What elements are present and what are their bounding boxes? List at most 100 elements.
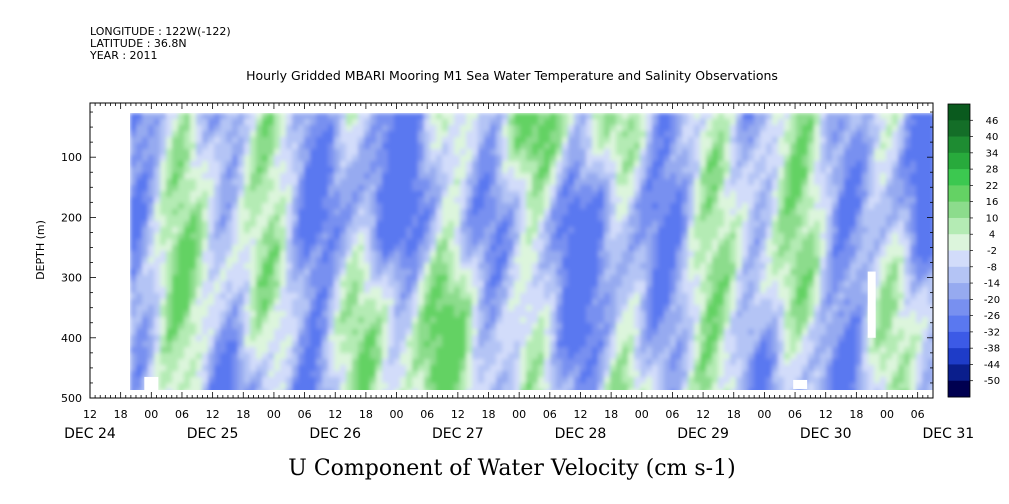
heat-cell: [304, 251, 311, 258]
heat-cell: [634, 365, 641, 372]
heat-cell: [604, 239, 611, 246]
heat-cell: [496, 305, 503, 312]
heat-cell: [370, 275, 377, 282]
heat-cell: [490, 131, 497, 138]
heat-cell: [178, 305, 185, 312]
heat-cell: [316, 149, 323, 156]
heat-cell: [388, 209, 395, 216]
heat-cell: [622, 137, 629, 144]
heat-cell: [424, 287, 431, 294]
heat-cell: [436, 131, 443, 138]
heat-cell: [208, 389, 215, 390]
heat-cell: [250, 305, 257, 312]
heat-cell: [610, 257, 617, 264]
heat-cell: [586, 149, 593, 156]
heat-cell: [286, 335, 293, 342]
heat-cell: [454, 353, 461, 360]
heat-cell: [574, 377, 581, 384]
heat-cell: [268, 353, 275, 360]
heat-cell: [406, 317, 413, 324]
heat-cell: [490, 215, 497, 222]
heat-cell: [352, 197, 359, 204]
heat-cell: [538, 155, 545, 162]
heat-cell: [736, 137, 743, 144]
heat-cell: [670, 305, 677, 312]
heat-cell: [286, 383, 293, 390]
heat-cell: [328, 113, 335, 120]
heat-cell: [724, 197, 731, 204]
heat-cell: [370, 263, 377, 270]
heat-cell: [574, 245, 581, 252]
heat-cell: [334, 389, 341, 390]
heat-cell: [628, 167, 635, 174]
heat-cell: [424, 305, 431, 312]
heat-cell: [586, 347, 593, 354]
heat-cell: [724, 329, 731, 336]
heat-cell: [550, 155, 557, 162]
heat-cell: [268, 305, 275, 312]
heat-cell: [136, 293, 143, 300]
heat-cell: [268, 263, 275, 270]
heat-cell: [514, 263, 521, 270]
heat-cell: [604, 353, 611, 360]
heat-cell: [634, 155, 641, 162]
heat-cell: [310, 179, 317, 186]
heat-cell: [130, 173, 137, 180]
heat-cell: [136, 113, 143, 120]
heat-cell: [130, 299, 137, 306]
heat-cell: [670, 161, 677, 168]
heat-cell: [304, 287, 311, 294]
heat-cell: [634, 173, 641, 180]
heat-cell: [508, 311, 515, 318]
heat-cell: [406, 239, 413, 246]
heat-cell: [472, 155, 479, 162]
heat-cell: [712, 353, 719, 360]
heat-cell: [358, 377, 365, 384]
heat-cell: [388, 371, 395, 378]
heat-cell: [658, 293, 665, 300]
heat-cell: [562, 389, 569, 390]
heat-cell: [634, 299, 641, 306]
heat-cell: [304, 293, 311, 300]
heat-cell: [262, 347, 269, 354]
heat-cell: [538, 209, 545, 216]
heat-cell: [298, 155, 305, 162]
heat-cell: [220, 239, 227, 246]
heat-cell: [544, 371, 551, 378]
heat-cell: [526, 125, 533, 132]
heat-cell: [310, 251, 317, 258]
heat-cell: [184, 137, 191, 144]
heat-cell: [598, 125, 605, 132]
heat-cell: [640, 275, 647, 282]
heat-cell: [658, 329, 665, 336]
heat-cell: [604, 215, 611, 222]
heat-cell: [334, 299, 341, 306]
heat-cell: [148, 167, 155, 174]
heat-cell: [148, 119, 155, 126]
heat-cell: [472, 269, 479, 276]
heat-cell: [556, 359, 563, 366]
heat-cell: [700, 257, 707, 264]
heat-cell: [352, 137, 359, 144]
heat-cell: [640, 131, 647, 138]
heat-cell: [700, 341, 707, 348]
heat-cell: [220, 155, 227, 162]
heat-cell: [256, 215, 263, 222]
heat-cell: [268, 215, 275, 222]
heat-cell: [436, 317, 443, 324]
heat-cell: [676, 377, 683, 384]
heat-cell: [748, 149, 755, 156]
heat-cell: [142, 131, 149, 138]
heat-cell: [760, 245, 767, 252]
heat-cell: [238, 215, 245, 222]
heat-cell: [220, 365, 227, 372]
heat-cell: [700, 221, 707, 228]
heat-cell: [754, 239, 761, 246]
heat-cell: [364, 119, 371, 126]
heat-cell: [130, 191, 137, 198]
heat-cell: [358, 209, 365, 216]
heat-cell: [244, 239, 251, 246]
heat-cell: [442, 353, 449, 360]
heat-cell: [412, 359, 419, 366]
heat-cell: [598, 377, 605, 384]
